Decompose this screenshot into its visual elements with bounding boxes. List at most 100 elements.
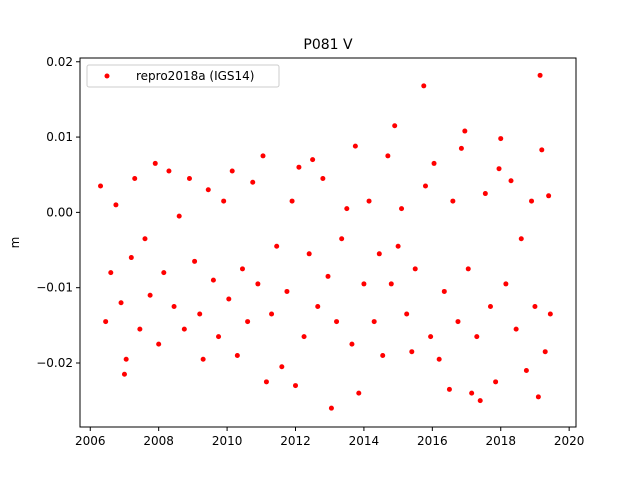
data-point [325,273,331,279]
data-point [132,175,138,181]
data-point [465,266,471,272]
data-point [121,371,127,377]
data-point [221,198,227,204]
data-point [498,136,504,142]
data-point [103,319,109,325]
data-point [477,398,483,404]
data-point [399,206,405,212]
legend-box [86,64,280,88]
data-point [197,311,203,317]
y-tick-label: −0.01 [36,281,73,295]
data-point [239,266,245,272]
data-point [431,160,437,166]
data-point [296,164,302,170]
data-point [546,193,552,199]
data-point [118,300,124,306]
data-point [269,311,275,317]
legend-marker [104,73,110,79]
data-point [137,326,143,332]
x-tick-label: 2008 [143,434,174,448]
x-tick-label: 2010 [212,434,243,448]
data-point [166,168,172,174]
data-point [152,160,158,166]
data-point [293,383,298,389]
data-point [388,281,394,287]
data-point [306,251,312,257]
data-point [161,270,167,276]
data-point [274,243,280,249]
data-point [289,198,295,204]
data-point [458,145,464,151]
legend-label: repro2018a (IGS14) [136,69,254,83]
plot-area [80,58,576,427]
data-point [395,243,401,249]
x-tick-label: 2020 [554,434,585,448]
data-point [446,386,452,392]
data-point [263,379,269,385]
data-point [128,255,134,261]
data-point [409,349,415,355]
data-point [421,83,427,89]
data-point [532,304,538,310]
data-point [537,72,543,78]
y-tick-label: 0.01 [46,130,73,144]
data-point [113,202,119,208]
data-point [186,175,192,181]
data-point [250,179,256,185]
data-point [404,311,410,317]
data-point [469,390,475,396]
data-point [279,364,285,370]
data-point [181,326,187,332]
data-point [547,311,553,317]
data-point [301,334,307,340]
data-point [216,334,222,340]
plot-frame [79,57,577,428]
data-point [320,175,326,181]
data-point [441,288,447,294]
y-tick-label: 0.02 [46,55,73,69]
data-point [380,352,386,358]
data-point [229,168,235,174]
data-point [108,270,114,276]
data-point [535,394,541,400]
data-point [171,304,177,310]
legend: repro2018a (IGS14) [86,64,280,88]
data-point [176,213,182,219]
data-point [455,319,461,325]
data-point [328,405,334,411]
data-point [356,390,362,396]
data-point [334,319,340,325]
data-point [542,349,548,355]
y-axis: −0.02 −0.01 0.00 0.01 0.02 [36,55,80,370]
data-point [361,281,367,287]
data-point [508,178,514,184]
data-point [462,128,468,134]
data-point [482,191,488,197]
x-tick-label: 2014 [349,434,380,448]
x-tick-label: 2006 [75,434,106,448]
data-point [503,281,509,287]
data-point [192,258,198,264]
data-point [255,281,261,287]
x-tick-label: 2018 [485,434,516,448]
chart-title: P081 V [303,37,353,53]
data-point [428,334,434,340]
data-point [344,206,350,212]
data-point [123,356,129,362]
data-point [436,356,442,362]
x-tick-label: 2012 [280,434,311,448]
data-point [147,292,153,298]
data-point [245,319,251,325]
data-point [371,319,377,325]
data-points [98,72,553,411]
data-point [210,277,216,283]
y-axis-label: m [8,237,22,249]
data-point [315,304,321,310]
data-point [518,236,524,242]
data-point [523,368,529,374]
y-tick-label: −0.02 [36,356,73,370]
data-point [376,251,382,257]
data-point [310,157,316,163]
y-tick-label: 0.00 [46,205,73,219]
